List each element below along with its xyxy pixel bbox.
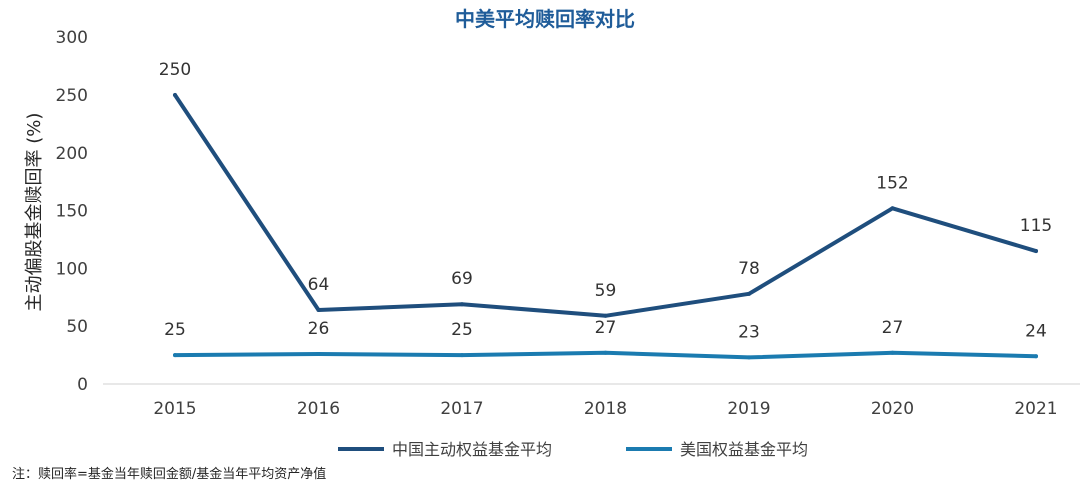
data-point	[890, 206, 895, 211]
data-label: 24	[1025, 321, 1047, 341]
series-lines	[173, 93, 1038, 360]
y-tick-label: 0	[77, 375, 88, 395]
legend-label-china: 中国主动权益基金平均	[392, 440, 552, 459]
chart-title: 中美平均赎回率对比	[455, 7, 635, 31]
data-point	[316, 351, 321, 356]
data-point	[173, 353, 177, 358]
data-label: 59	[595, 281, 617, 301]
y-axis-ticks: 0 50 100 150 200 250 300	[56, 28, 88, 395]
data-labels: 250 64 69 59 78 152 115 25 26 25 27 23 27 24	[159, 60, 1052, 342]
data-label: 27	[882, 318, 904, 338]
y-tick-label: 150	[56, 202, 88, 222]
data-label: 23	[738, 322, 760, 342]
y-tick-label: 100	[56, 259, 88, 279]
x-tick-label: 2015	[153, 399, 196, 419]
data-point	[1034, 354, 1038, 359]
legend: 中国主动权益基金平均 美国权益基金平均	[338, 440, 808, 459]
data-label: 78	[738, 259, 760, 279]
x-tick-label: 2020	[871, 399, 914, 419]
x-tick-label: 2018	[584, 399, 627, 419]
data-point	[747, 291, 751, 296]
x-tick-label: 2017	[440, 399, 483, 419]
data-point	[1034, 249, 1038, 254]
data-label: 25	[451, 320, 473, 340]
data-label: 27	[595, 318, 617, 338]
y-tick-label: 300	[56, 28, 88, 48]
data-point	[603, 313, 608, 318]
x-axis-ticks: 2015 2016 2017 2018 2019 2020 2021	[153, 399, 1057, 419]
data-point	[603, 350, 608, 355]
data-label: 26	[308, 319, 330, 339]
y-tick-label: 250	[56, 86, 88, 106]
data-point	[460, 353, 464, 358]
y-axis-label: 主动偏股基金赎回率 (%)	[24, 113, 45, 312]
data-label: 250	[159, 60, 191, 80]
data-label: 115	[1020, 216, 1052, 236]
y-tick-label: 200	[56, 144, 88, 164]
data-label: 64	[308, 275, 330, 295]
data-point	[747, 355, 751, 360]
data-point	[890, 350, 895, 355]
data-label: 69	[451, 269, 473, 289]
x-tick-label: 2019	[727, 399, 770, 419]
y-tick-label: 50	[66, 317, 88, 337]
legend-label-us: 美国权益基金平均	[680, 440, 808, 459]
data-point	[460, 302, 464, 307]
x-tick-label: 2016	[297, 399, 340, 419]
x-tick-label: 2021	[1014, 399, 1057, 419]
data-point	[316, 308, 321, 313]
data-label: 152	[876, 173, 908, 193]
data-label: 25	[164, 320, 186, 340]
data-point	[173, 93, 177, 97]
footnote: 注：赎回率=基金当年赎回金额/基金当年平均资产净值	[12, 466, 326, 482]
